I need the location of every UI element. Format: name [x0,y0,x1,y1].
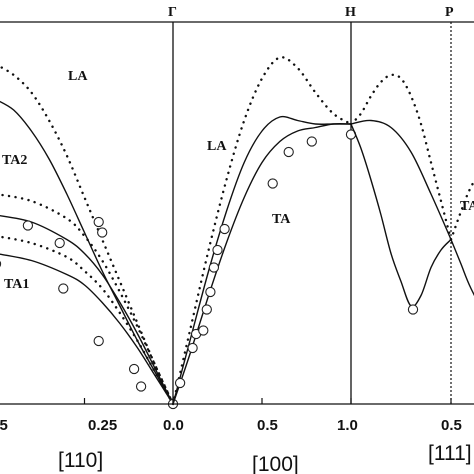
data-point-s0-6-5 [58,283,69,294]
data-point-s1-3-11 [306,136,317,147]
series-dotted-s0-4 [0,235,175,406]
x-tick-label-1: 0.25 [88,417,117,434]
series-solid-s1-2 [172,123,352,405]
data-point-s0-6-2 [54,237,65,249]
data-point-s0-6-4 [97,227,108,238]
series-solid-s0-1 [0,100,174,405]
branch-label-ta2: TA2 [2,153,27,168]
series-solid-s0-5 [0,253,174,405]
label-gamma: Γ [168,5,177,20]
series-dotted-s1-0 [171,56,353,406]
x-tick-label-6: 0.5 [441,417,462,434]
data-point-s1-3-7 [212,244,223,256]
x-tick-label-4: 0.5 [257,417,278,434]
data-point-s1-3-3 [198,325,209,336]
data-point-s1-3-6 [208,262,220,273]
branch-label-la-110: LA [68,69,88,84]
x-tick-label-5: 1.0 [337,417,358,434]
series-dotted-s3-0 [449,178,474,241]
data-point-s2-3-0 [407,304,419,315]
series-solid-s1-1 [172,115,351,405]
branch-label-ta-100: TA [272,212,291,227]
label-p: P [445,5,454,20]
data-point-s1-3-0 [174,377,186,389]
series-dotted-s0-2 [0,193,175,406]
series-solid-s2-1 [350,123,452,308]
data-point-s0-6-7 [128,363,140,375]
series-solid-s0-3 [0,214,174,405]
data-point-s0-6-1 [22,220,34,231]
branch-label-la-100: LA [207,139,227,154]
data-point-s1-3-9 [267,178,278,189]
direction-100: [100] [252,453,299,474]
x-tick-label-2: 0.0 [163,417,184,434]
label-h: H [345,5,356,20]
series-dotted-s2-0 [349,73,453,241]
data-point-s1-3-4 [201,304,212,315]
branch-label-ta1: TA1 [4,277,29,292]
data-point-s0-6-0 [0,260,2,268]
data-point-s1-3-8 [219,223,230,235]
direction-111: [111] [428,442,472,465]
data-point-s0-6-6 [93,335,104,347]
data-point-s0-6-8 [135,381,147,392]
data-point-s1-3-10 [283,146,294,158]
data-point-s1-3-1 [187,342,198,354]
series-solid-s2-2 [350,119,452,240]
data-point-s1-3-5 [205,286,216,298]
branch-label-ta-111: TA [460,199,474,214]
data-point-s0-6-3 [93,216,104,228]
series-solid-s3-1 [450,239,474,297]
direction-110: [110] [58,449,103,472]
x-tick-label-0: 0.5 [0,417,8,434]
